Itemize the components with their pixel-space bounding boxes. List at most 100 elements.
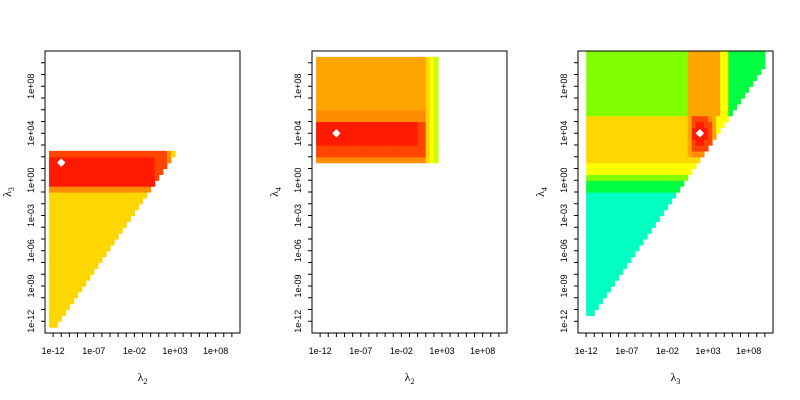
heatmap-cell xyxy=(65,162,70,170)
heatmap-cell xyxy=(602,233,608,240)
heatmap-cell xyxy=(699,150,705,158)
heatmap-cell xyxy=(590,239,595,246)
heatmap-cell xyxy=(417,139,423,146)
heatmap-cell xyxy=(328,115,333,123)
heatmap-cell xyxy=(130,180,135,187)
heatmap-cell xyxy=(372,150,378,158)
heatmap-cell xyxy=(683,98,689,105)
heatmap-cell xyxy=(93,221,99,228)
heatmap-cell xyxy=(643,98,648,105)
heatmap-cell xyxy=(683,103,689,111)
heatmap-cell xyxy=(614,174,620,181)
heatmap-cell xyxy=(324,92,329,99)
heatmap-cell xyxy=(397,121,402,128)
heatmap-cell xyxy=(429,92,435,99)
heatmap-cell xyxy=(724,80,729,87)
heatmap-cell xyxy=(336,139,342,146)
heatmap-cell xyxy=(610,174,616,181)
heatmap-cell xyxy=(69,291,75,299)
heatmap-cell xyxy=(77,262,83,269)
heatmap-cell xyxy=(618,192,624,199)
heatmap-cell xyxy=(638,74,644,81)
heatmap-cell xyxy=(634,62,640,70)
heatmap-cell xyxy=(651,133,656,140)
heatmap-cell xyxy=(675,127,681,134)
heatmap-cell xyxy=(101,233,107,240)
heatmap-cell xyxy=(606,233,612,240)
heatmap-cell xyxy=(708,139,713,146)
heatmap-cell xyxy=(105,221,111,228)
heatmap-cell xyxy=(622,139,628,146)
heatmap-cell xyxy=(626,215,632,222)
heatmap-cell xyxy=(687,156,693,164)
heatmap-cell xyxy=(744,74,750,81)
heatmap-cell xyxy=(634,150,640,158)
heatmap-cell xyxy=(122,192,127,199)
heatmap-cell xyxy=(81,244,87,252)
heatmap-cell xyxy=(630,145,636,152)
heatmap-cell xyxy=(663,98,668,105)
heatmap-cell xyxy=(655,133,660,140)
heatmap-cell xyxy=(634,233,640,240)
heatmap-cell xyxy=(77,197,83,205)
heatmap-cell xyxy=(421,68,427,76)
heatmap-cell xyxy=(73,197,79,205)
heatmap-cell xyxy=(655,145,660,152)
heatmap-cell xyxy=(364,98,370,105)
heatmap-cell xyxy=(89,192,95,199)
heatmap-cell xyxy=(73,274,79,281)
heatmap-cell xyxy=(372,80,378,87)
heatmap-cell xyxy=(659,115,664,123)
heatmap-cell xyxy=(610,227,616,234)
heatmap-cell xyxy=(724,74,729,81)
heatmap-cell xyxy=(49,156,54,164)
heatmap-cell xyxy=(397,56,402,64)
heatmap-cell xyxy=(675,174,681,181)
heatmap-cell xyxy=(368,62,374,70)
heatmap-cell xyxy=(675,145,681,152)
heatmap-cell xyxy=(630,62,636,70)
heatmap-cell xyxy=(728,109,733,117)
heatmap-cell xyxy=(740,62,746,70)
heatmap-cell xyxy=(626,227,632,234)
heatmap-cell xyxy=(340,133,346,140)
heatmap-cell xyxy=(368,56,374,64)
heatmap-cell xyxy=(683,56,689,64)
heatmap-cell xyxy=(57,244,62,252)
heatmap-cell xyxy=(712,86,717,93)
heatmap-cell xyxy=(663,121,668,128)
heatmap-cell xyxy=(655,68,660,76)
heatmap-cell xyxy=(728,62,733,70)
heatmap-cell xyxy=(590,186,595,193)
heatmap-cell xyxy=(53,186,58,193)
heatmap-cell xyxy=(598,239,603,246)
heatmap-cell xyxy=(409,115,415,123)
heatmap-cell xyxy=(594,209,599,217)
heatmap-cell xyxy=(622,68,628,76)
heatmap-cell xyxy=(126,197,131,205)
heatmap-cell xyxy=(158,156,164,164)
heatmap-cell xyxy=(586,303,591,311)
heatmap-cell xyxy=(110,239,115,246)
heatmap-cell xyxy=(659,109,664,117)
heatmap-cell xyxy=(634,215,640,222)
heatmap-cell xyxy=(134,156,140,164)
heatmap-cell xyxy=(81,150,87,158)
heatmap-cell xyxy=(610,274,616,281)
heatmap-cell xyxy=(49,291,54,299)
heatmap-cell xyxy=(429,68,435,76)
heatmap-cell xyxy=(433,92,439,99)
heatmap-cell xyxy=(360,62,366,70)
heatmap-cell xyxy=(724,115,729,123)
heatmap-cell xyxy=(385,139,390,146)
heatmap-cell xyxy=(586,98,591,105)
heatmap-cell xyxy=(324,98,329,105)
heatmap-cell xyxy=(586,115,591,123)
heatmap-cell xyxy=(122,156,127,164)
heatmap-cell xyxy=(634,80,640,87)
heatmap-cell xyxy=(130,162,135,170)
heatmap-cell xyxy=(81,168,87,175)
heatmap-cell xyxy=(671,56,677,64)
heatmap-cell xyxy=(348,103,354,111)
heatmap-cell xyxy=(634,156,640,164)
